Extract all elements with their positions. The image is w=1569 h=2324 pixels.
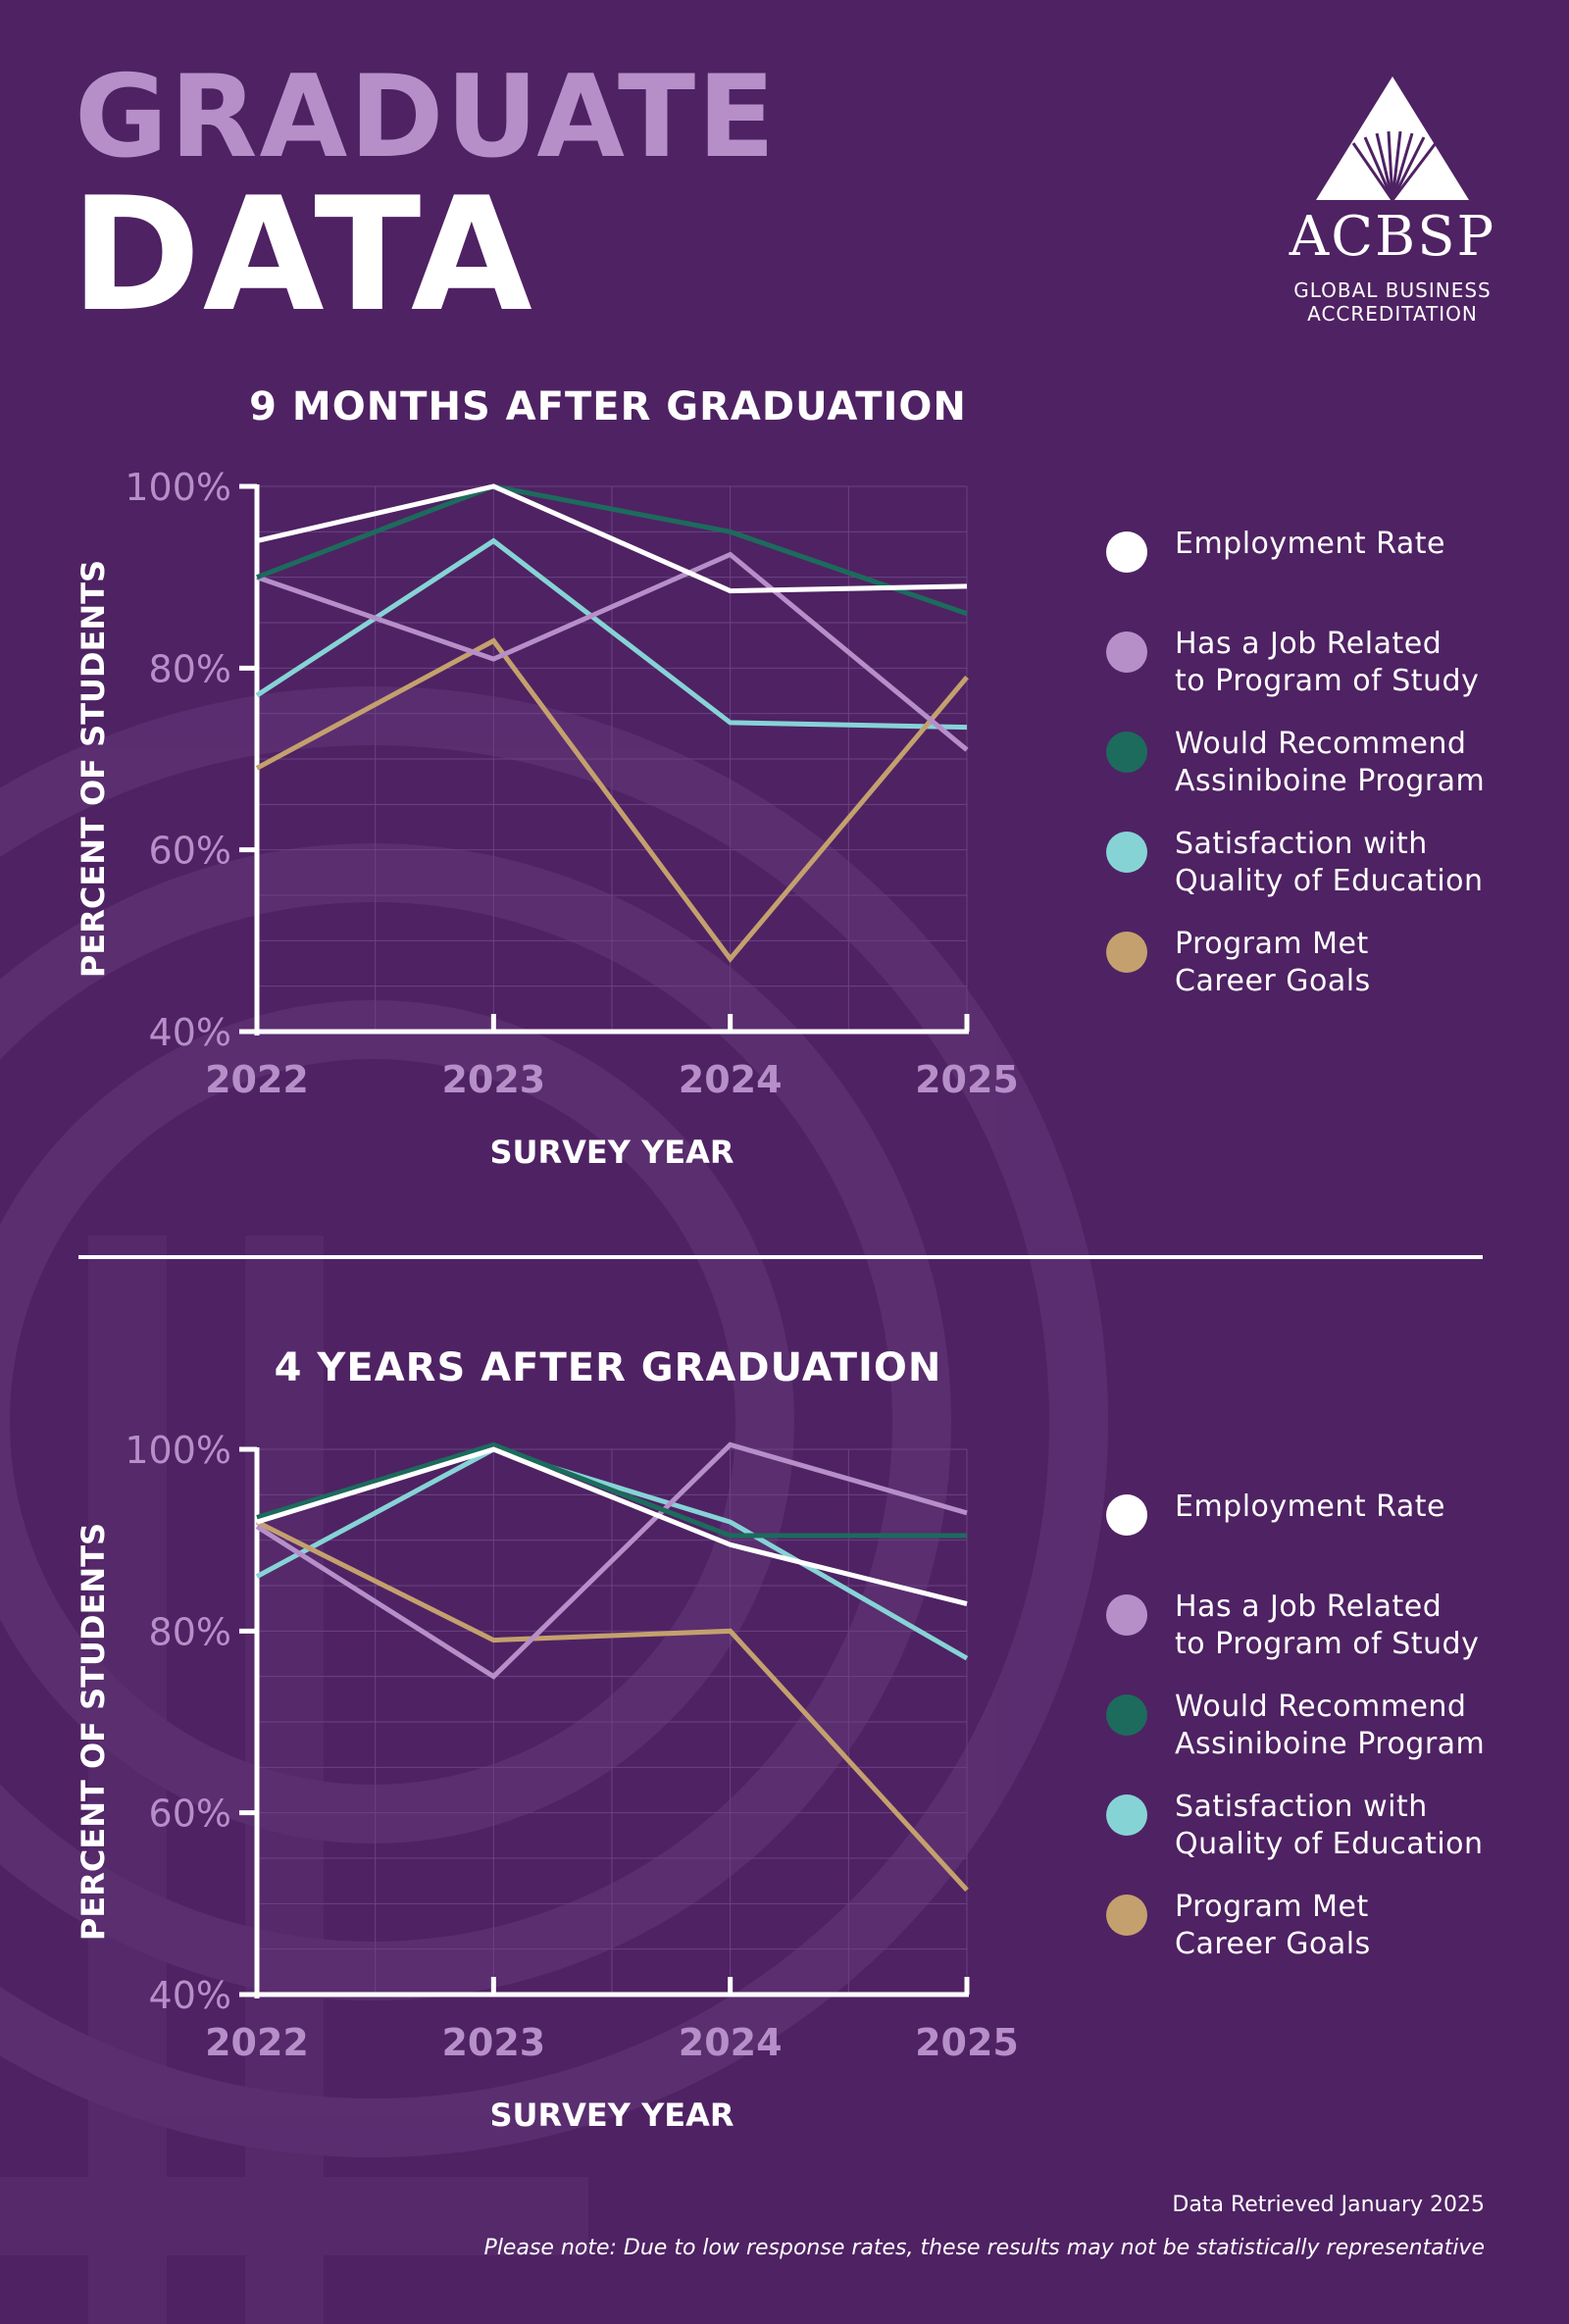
legend-label-job-related: Has a Job Related to Program of Study xyxy=(1175,1590,1480,1661)
chart-2-title: 4 YEARS AFTER GRADUATION xyxy=(274,1345,942,1390)
legend-dot-employment xyxy=(1106,1494,1147,1536)
legend-label-employment: Employment Rate xyxy=(1175,1490,1445,1524)
legend-label-satisfaction: Satisfaction with Quality of Education xyxy=(1175,827,1484,898)
legend-label-job-related: Has a Job Related to Program of Study xyxy=(1175,627,1480,698)
series-line-employment-rate xyxy=(256,483,968,594)
series-line-would-recommend-assiniboine-program xyxy=(256,483,968,617)
y-axis-title: PERCENT OF STUDENTS xyxy=(75,560,112,978)
legend-label-satisfaction: Satisfaction with Quality of Education xyxy=(1175,1790,1484,1861)
x-tick-label: 2023 xyxy=(441,1058,545,1101)
response-rate-disclaimer: Please note: Due to low response rates, … xyxy=(483,2236,1485,2260)
y-tick-label: 40% xyxy=(149,1974,231,2017)
logo-subtitle: GLOBAL BUSINESS ACCREDITATION xyxy=(1275,278,1510,326)
section-divider xyxy=(78,1255,1483,1259)
legend-dot-job-related xyxy=(1106,1594,1147,1636)
legend-label-recommend: Would Recommend Assiniboine Program xyxy=(1175,727,1486,798)
x-axis-title: SURVEY YEAR xyxy=(489,1134,734,1171)
data-retrieved-note: Data Retrieved January 2025 xyxy=(1172,2193,1485,2217)
y-tick-label: 80% xyxy=(149,647,231,690)
x-tick-label: 2024 xyxy=(679,2021,783,2064)
y-tick-label: 60% xyxy=(149,1793,231,1836)
series-line-employment-rate xyxy=(256,1446,968,1606)
legend-dot-career-goals xyxy=(1106,932,1147,973)
legend-dot-employment xyxy=(1106,531,1147,573)
acbsp-triangle-icon xyxy=(1316,76,1469,201)
y-tick-label: 60% xyxy=(149,830,231,873)
series-line-would-recommend-assiniboine-program xyxy=(256,1441,967,1539)
x-tick-label: 2023 xyxy=(441,2021,545,2064)
logo-subtitle-line2: ACCREDITATION xyxy=(1307,302,1478,326)
y-tick-label: 100% xyxy=(125,466,231,509)
page-title-graduate: GRADUATE xyxy=(75,51,778,183)
series-line-program-met-career-goals xyxy=(255,637,969,963)
y-tick-label: 40% xyxy=(149,1011,231,1054)
legend-dot-career-goals xyxy=(1106,1895,1147,1936)
series-line-has-a-job-related-to-program-of-study xyxy=(255,1441,968,1680)
chart-9-months: 40% 60% 80% 100% 2022 2023 2024 2025 SURVEY YEAR… xyxy=(75,466,1019,1171)
x-tick-label: 2025 xyxy=(915,2021,1019,2064)
legend-label-career-goals: Program Met Career Goals xyxy=(1175,1890,1371,1961)
x-axis-title: SURVEY YEAR xyxy=(489,2097,734,2134)
legend-dot-satisfaction xyxy=(1106,1794,1147,1836)
legend-dot-job-related xyxy=(1106,632,1147,673)
legend-label-employment: Employment Rate xyxy=(1175,527,1445,561)
x-tick-label: 2022 xyxy=(205,1058,309,1101)
y-tick-label: 100% xyxy=(125,1429,231,1472)
series-line-has-a-job-related-to-program-of-study xyxy=(256,551,969,752)
legend-dot-recommend xyxy=(1106,732,1147,773)
grid xyxy=(256,485,968,1033)
legend-dot-recommend xyxy=(1106,1694,1147,1736)
chart-4-years: 40% 60% 80% 100% 2022 2023 2024 2025 SURVEY YEAR… xyxy=(75,1429,1019,2134)
grid xyxy=(256,1448,968,1996)
x-tick-label: 2022 xyxy=(205,2021,309,2064)
y-axis-title: PERCENT OF STUDENTS xyxy=(75,1523,112,1941)
logo-subtitle-line1: GLOBAL BUSINESS xyxy=(1293,278,1492,302)
series-line-satisfaction-with-quality-of-education xyxy=(255,1446,969,1661)
logo-name: ACBSP xyxy=(1289,205,1496,269)
chart-1-title: 9 MONTHS AFTER GRADUATION xyxy=(249,384,967,429)
legend-label-recommend: Would Recommend Assiniboine Program xyxy=(1175,1690,1486,1761)
acbsp-logo: ACBSP GLOBAL BUSINESS ACCREDITATION xyxy=(1275,75,1510,326)
x-tick-label: 2024 xyxy=(679,1058,783,1101)
x-tick-label: 2025 xyxy=(915,1058,1019,1101)
y-tick-label: 80% xyxy=(149,1610,231,1653)
page-title-data: DATA xyxy=(71,163,534,346)
series-line-program-met-career-goals xyxy=(255,1519,969,1893)
legend-label-career-goals: Program Met Career Goals xyxy=(1175,927,1371,998)
legend-dot-satisfaction xyxy=(1106,832,1147,873)
